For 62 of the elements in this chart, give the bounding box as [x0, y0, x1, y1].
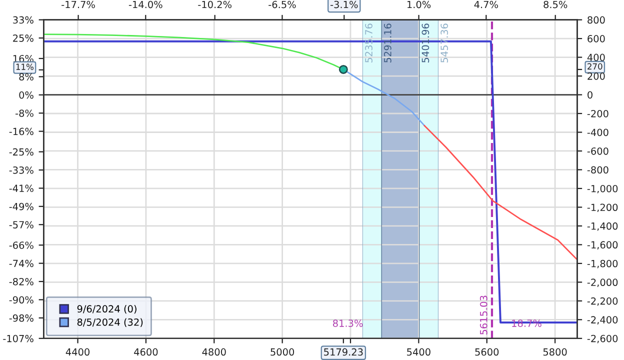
y2-tick-label: -57% [9, 221, 34, 228]
x2-tick-label: -10.2% [198, 0, 232, 8]
ref-line-label: 5615.03 [480, 296, 488, 334]
y-tick-label: -2,000 [587, 278, 618, 287]
x2-tick-label: -14.0% [128, 0, 162, 8]
y-tick-label: -1,800 [587, 260, 618, 268]
x2-tick-label: 1.0% [408, 0, 431, 8]
y2-tick-label: -74% [9, 260, 34, 268]
y-tick-label: -1,400 [587, 222, 618, 231]
legend-label: 8/5/2024 (32) [77, 318, 143, 327]
x-tick-label: 4800 [202, 348, 226, 356]
ref-line-label: 5291.16 [384, 24, 392, 62]
y-tick-label: 200 [588, 72, 605, 80]
legend-label: 9/6/2024 (0) [77, 305, 136, 314]
y2-tick-label: 33% [13, 16, 34, 24]
y-tick-label: 270 [588, 63, 602, 70]
y2-tick-label: 25% [13, 34, 34, 42]
y-tick-label: -1,200 [587, 204, 618, 212]
y-tick-label: -800 [587, 166, 608, 174]
y-tick-label: -1,000 [587, 184, 618, 194]
y-tick-label: 0 [588, 91, 592, 99]
y2-tick-label: -16% [9, 128, 34, 136]
ref-line-label: 5401.96 [422, 24, 430, 62]
x-tick-label: 5400 [407, 348, 430, 356]
x-tick-label: 5000 [270, 348, 294, 356]
y-tick-label: 600 [588, 35, 605, 42]
ref-line-label: 5457.36 [440, 24, 448, 62]
y2-tick-label: -90% [9, 296, 34, 304]
y2-tick-label: -25% [9, 148, 34, 156]
y-tick-label: -2,600 [587, 334, 618, 344]
y2-tick-label: -8% [16, 110, 34, 117]
y2-tick-label: -41% [9, 184, 34, 192]
x-tick-label: 5800 [543, 348, 567, 356]
y2-tick-label: -107% [3, 334, 34, 342]
x2-tick-label: 4.7% [474, 0, 498, 8]
y-tick-label: -1,600 [587, 241, 618, 250]
x-tick-label: 5179.23 [324, 348, 363, 356]
y-tick-label: 800 [588, 16, 605, 24]
y2-tick-label: -49% [9, 202, 34, 210]
y2-tick-label: 8% [19, 73, 34, 81]
x2-tick-label: -17.7% [62, 0, 95, 8]
x-tick-label: 4600 [134, 348, 158, 356]
y-tick-label: -2,400 [587, 316, 618, 324]
y2-tick-label: 0% [19, 91, 34, 99]
y2-tick-label: -82% [9, 278, 34, 286]
x-tick-label: 5600 [475, 348, 499, 356]
x2-tick-label: 8.5% [544, 0, 568, 8]
ref-line-label: 5235.76 [365, 24, 372, 62]
y-tick-label: -400 [587, 128, 608, 136]
y2-tick-label: -33% [9, 166, 34, 174]
y-tick-label: 400 [587, 54, 605, 62]
x2-tick-label: -3.1% [330, 0, 358, 8]
y2-tick-label: -98% [9, 314, 34, 322]
x2-tick-label: -6.5% [268, 0, 296, 8]
line-series [424, 124, 578, 260]
y-tick-label: -600 [587, 147, 608, 155]
y-tick-label: -2,200 [587, 297, 618, 306]
y2-tick-label: -66% [9, 242, 34, 249]
annotation: 18.7% [512, 320, 542, 327]
y2-tick-label: 11% [16, 64, 34, 70]
y-tick-label: -200 [587, 110, 608, 118]
x-tick-label: 4400 [66, 348, 90, 356]
